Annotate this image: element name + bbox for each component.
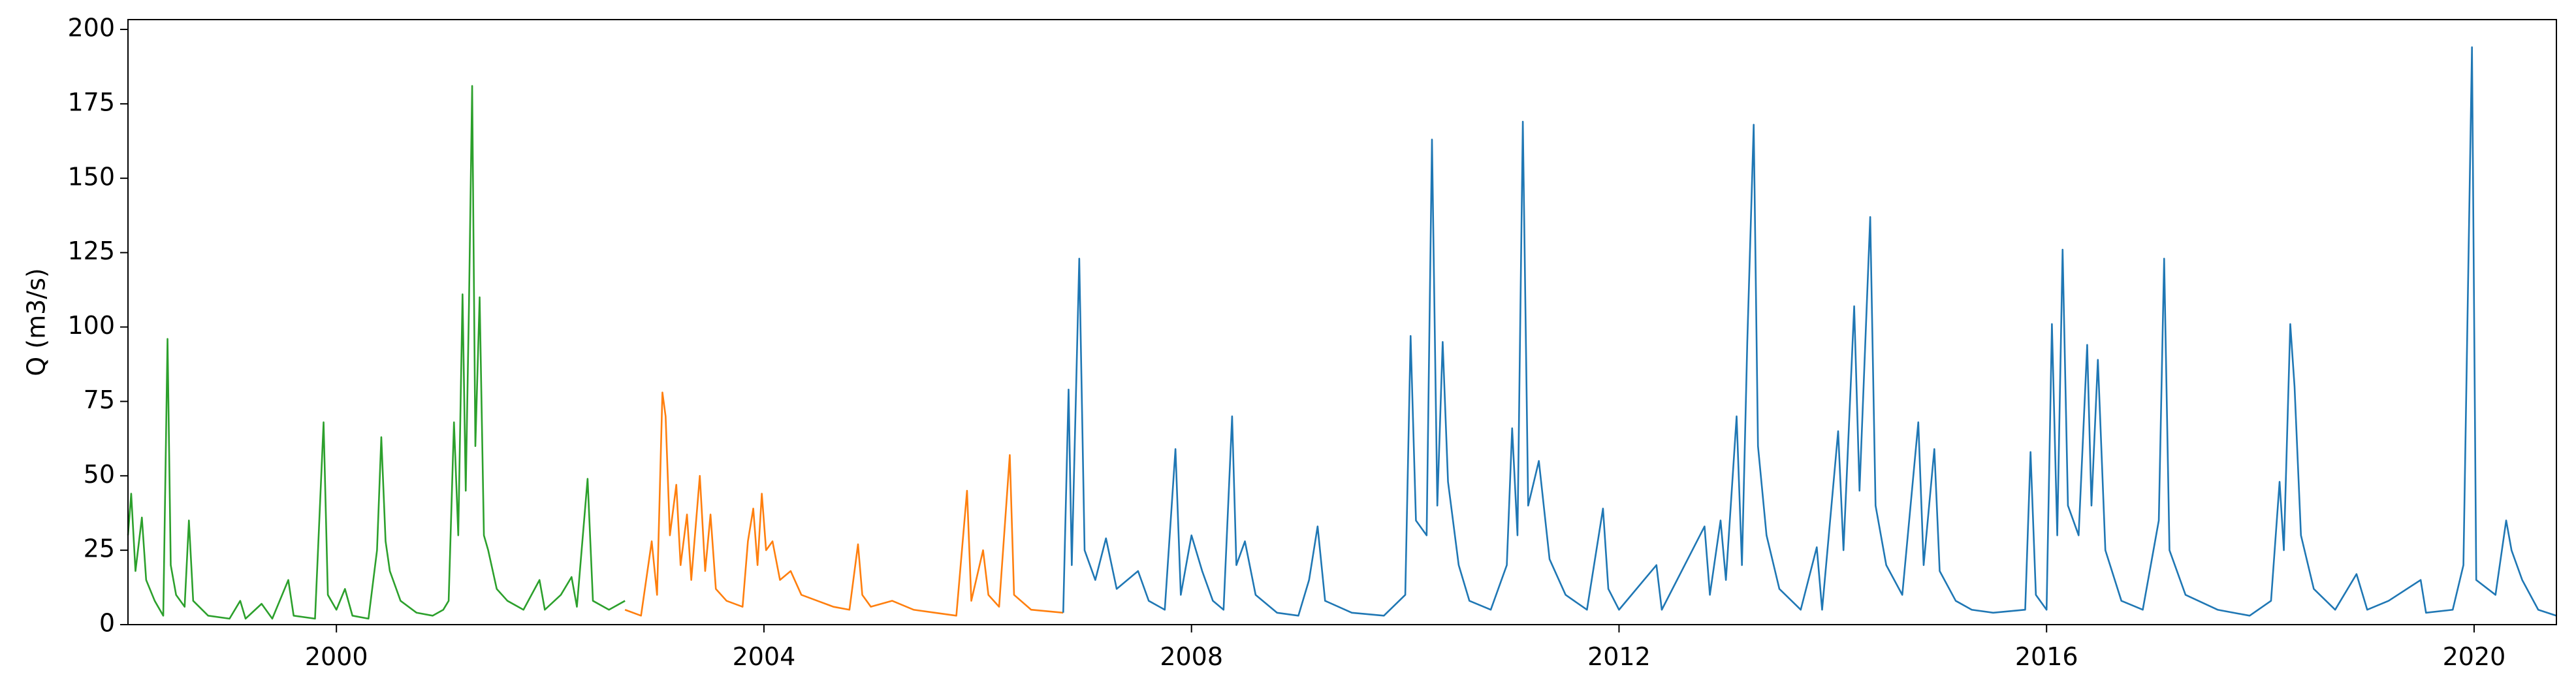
x-tick-label: 2000 [305,642,368,671]
y-tick-label: 100 [67,311,115,340]
y-tick-label: 0 [99,609,115,638]
x-tick-label: 2004 [733,642,796,671]
y-tick-label: 150 [67,162,115,191]
y-tick-label: 200 [67,14,115,42]
series-line [127,85,626,620]
plot-frame [127,19,2557,625]
y-tick-label: 175 [67,88,115,116]
y-axis-label: Q (m3/s) [22,268,51,376]
y-tick-label: 25 [84,534,115,563]
x-tick-label: 2020 [2443,642,2506,671]
y-tick-label: 50 [84,460,115,489]
series-line [624,391,1064,617]
y-tick-label: 125 [67,237,115,265]
x-tick-label: 2016 [2015,642,2078,671]
x-tick-label: 2012 [1587,642,1651,671]
series-line [1062,46,2557,617]
y-tick-label: 75 [84,385,115,414]
x-tick-label: 2008 [1160,642,1223,671]
